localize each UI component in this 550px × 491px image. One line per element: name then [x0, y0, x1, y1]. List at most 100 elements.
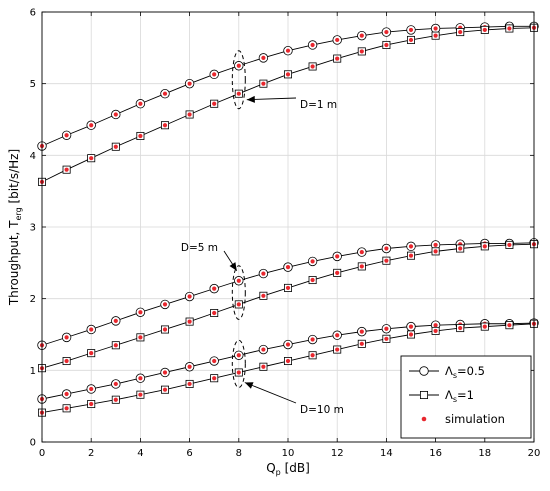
simulation-point: [285, 72, 291, 77]
simulation-point: [138, 335, 143, 340]
simulation-point: [162, 91, 168, 96]
simulation-point: [261, 81, 266, 86]
simulation-point: [162, 370, 168, 375]
simulation-point: [408, 253, 414, 258]
simulation-point: [310, 64, 315, 69]
simulation-point: [310, 337, 315, 342]
simulation-point: [408, 332, 414, 337]
simulation-point: [482, 324, 487, 329]
simulation-point: [335, 270, 340, 275]
simulation-point: [162, 123, 168, 128]
y-tick-label: 2: [30, 294, 36, 305]
simulation-point: [408, 324, 414, 329]
x-tick-label: 10: [282, 448, 295, 459]
simulation-point: [408, 244, 414, 249]
simulation-point: [285, 358, 291, 364]
simulation-point: [138, 376, 143, 381]
series-layer: [37, 21, 539, 417]
simulation-point: [89, 327, 94, 332]
x-tick-label: 4: [137, 448, 143, 459]
simulation-point: [261, 364, 266, 369]
x-tick-label: 0: [39, 448, 45, 459]
simulation-point: [384, 42, 389, 48]
simulation-point: [138, 310, 143, 315]
x-tick-label: 16: [429, 448, 442, 459]
simulation-point: [113, 112, 118, 117]
simulation-point: [64, 406, 69, 411]
simulation-point: [138, 392, 143, 397]
arrow-line: [244, 382, 297, 404]
x-axis-label: Qp [dB]: [266, 461, 310, 477]
simulation-point: [212, 286, 217, 291]
legend-label: Λs=1: [445, 388, 474, 404]
annotation-label: D=1 m: [300, 99, 337, 111]
simulation-point: [310, 353, 315, 358]
simulation-point: [64, 167, 69, 172]
x-tick-label: 20: [528, 448, 541, 459]
y-tick-label: 1: [30, 366, 36, 377]
simulation-point: [162, 387, 168, 392]
simulation-point: [384, 326, 389, 331]
simulation-point: [335, 56, 340, 61]
simulation-point: [212, 72, 217, 77]
simulation-point: [236, 302, 241, 307]
simulation-point: [138, 101, 143, 106]
simulation-point: [458, 29, 463, 35]
legend-marker-square: [419, 390, 428, 399]
series-D5-square: [38, 240, 539, 373]
simulation-point: [138, 133, 143, 139]
arrow-head: [246, 95, 255, 103]
simulation-point: [236, 370, 241, 375]
simulation-point: [507, 242, 512, 248]
simulation-point: [285, 285, 291, 291]
simulation-point: [335, 37, 340, 43]
simulation-point: [359, 33, 364, 38]
simulation-point: [261, 347, 266, 352]
highlight-ellipse: [231, 50, 246, 110]
highlight-ellipse: [231, 265, 246, 320]
legend-entry: simulation: [421, 412, 505, 426]
simulation-point: [113, 397, 118, 402]
simulation-point: [187, 294, 192, 299]
x-tick-label: 2: [88, 448, 94, 459]
simulation-point: [384, 336, 389, 341]
simulation-point: [433, 242, 438, 248]
simulation-point: [261, 55, 266, 60]
x-tick-label: 14: [380, 448, 393, 459]
legend-marker-dot: [421, 416, 427, 422]
simulation-point: [507, 26, 512, 31]
simulation-point: [187, 381, 192, 387]
simulation-point: [310, 277, 315, 283]
simulation-point: [113, 144, 118, 149]
y-tick-label: 4: [30, 151, 36, 162]
simulation-point: [433, 33, 438, 38]
simulation-point: [384, 258, 389, 263]
simulation-point: [236, 63, 241, 68]
x-tick-label: 18: [478, 448, 491, 459]
simulation-point: [89, 386, 94, 392]
simulation-point: [64, 358, 69, 364]
annotations: D=1 m D=5 m D=10 m: [181, 50, 344, 416]
simulation-point: [359, 329, 364, 334]
y-tick-label: 3: [30, 223, 36, 234]
y-tick-label: 0: [30, 438, 36, 449]
simulation-point: [433, 323, 438, 328]
simulation-point: [507, 323, 512, 328]
simulation-point: [64, 391, 69, 397]
simulation-point: [89, 351, 94, 356]
simulation-point: [433, 26, 438, 31]
simulation-point: [433, 328, 438, 334]
simulation-point: [236, 91, 241, 96]
simulation-point: [458, 246, 463, 251]
legend-entry: Λs=1: [409, 388, 474, 404]
simulation-point: [384, 246, 389, 251]
simulation-point: [212, 358, 217, 364]
legend-label: simulation: [445, 412, 505, 426]
simulation-point: [458, 325, 463, 331]
legend: Λs=0.5 Λs=1 simulation: [400, 355, 532, 439]
simulation-point: [162, 327, 168, 332]
simulation-point: [89, 401, 94, 407]
simulation-point: [187, 319, 192, 324]
